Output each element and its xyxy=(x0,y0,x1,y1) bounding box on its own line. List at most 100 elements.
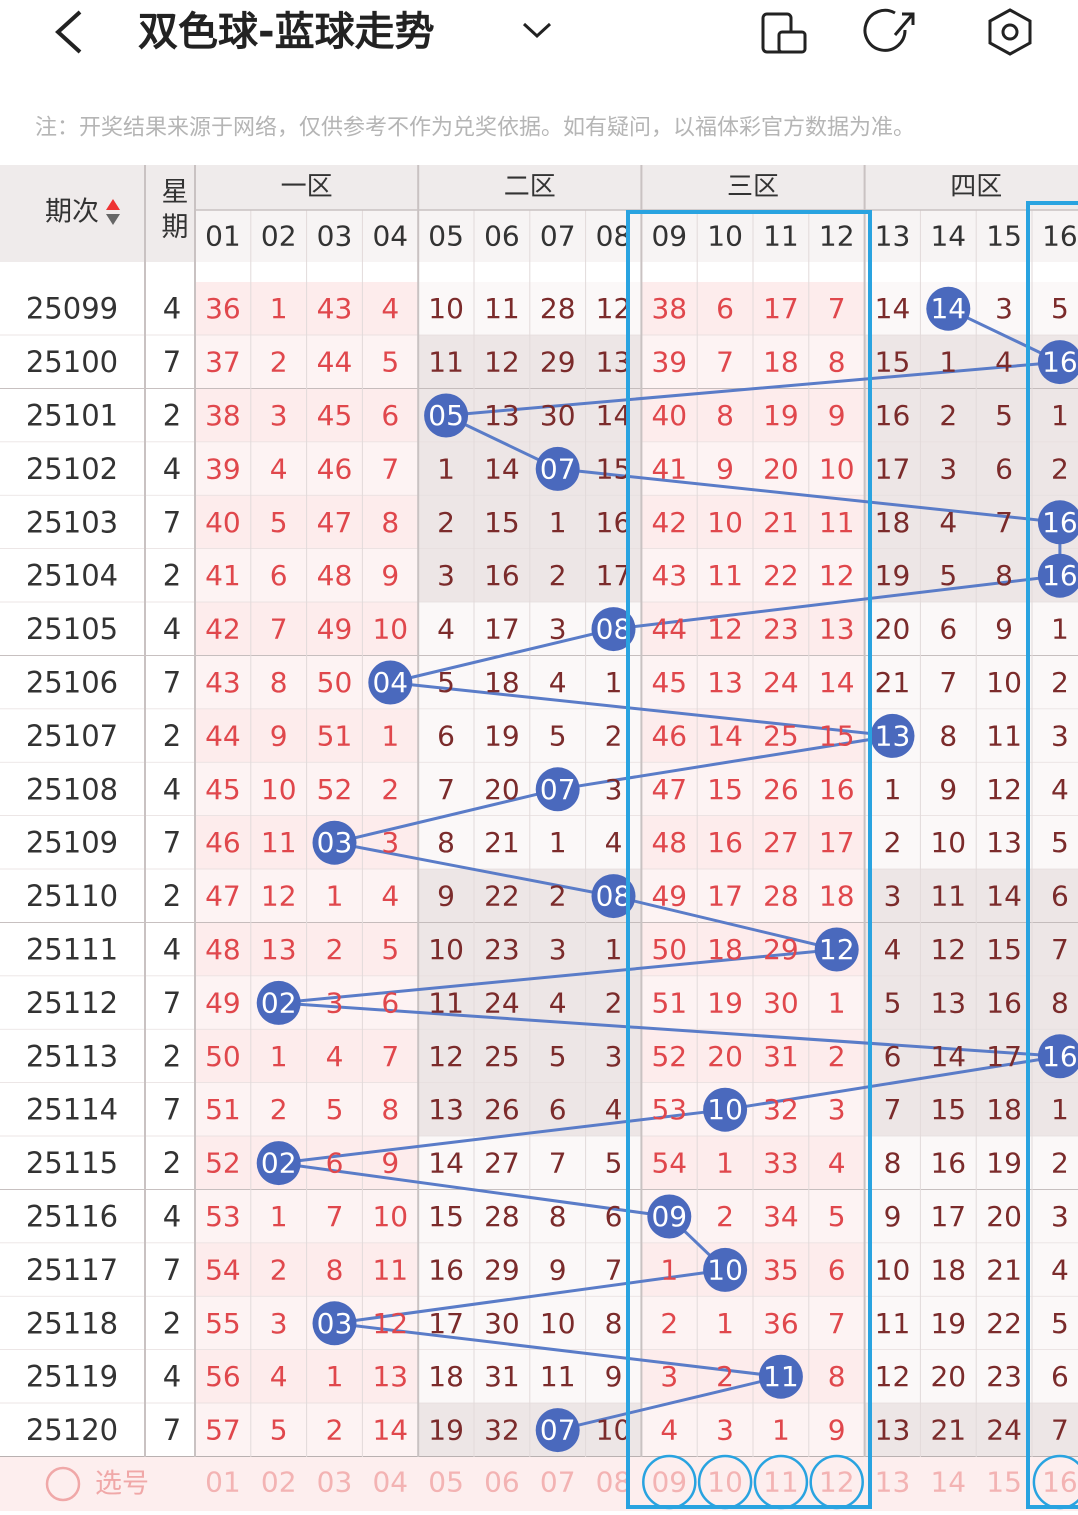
blue-ball xyxy=(926,286,971,331)
row-bg xyxy=(0,655,195,710)
omission: 52 xyxy=(205,1147,241,1180)
omission: 8 xyxy=(381,506,399,539)
back-button[interactable] xyxy=(55,10,82,54)
cell-bg xyxy=(195,1350,251,1404)
omission: 15 xyxy=(596,452,632,485)
omission: 6 xyxy=(549,1093,567,1126)
omission: 11 xyxy=(707,559,743,592)
cell-bg xyxy=(250,1189,307,1244)
omission: 10 xyxy=(428,292,464,325)
settings-icon[interactable] xyxy=(988,8,1032,56)
cell-bg xyxy=(697,922,753,977)
cell-bg xyxy=(362,1189,419,1244)
omission: 30 xyxy=(484,1307,520,1340)
cell-bg xyxy=(418,762,474,816)
omission: 19 xyxy=(986,1147,1022,1180)
issue: 25109 xyxy=(26,826,118,860)
cell-bg xyxy=(250,1083,307,1137)
omission: 45 xyxy=(205,773,241,806)
cell-bg xyxy=(306,602,363,656)
cell-bg xyxy=(976,816,1032,870)
omission: 4 xyxy=(1051,773,1069,806)
omission: 8 xyxy=(381,1093,399,1126)
omission: 18 xyxy=(428,1360,464,1393)
omission: 10 xyxy=(372,613,408,646)
omission: 4 xyxy=(381,292,399,325)
omission: 15 xyxy=(819,719,855,752)
cell-bg xyxy=(306,655,363,710)
omission: 11 xyxy=(819,506,855,539)
cell-bg xyxy=(418,282,474,336)
cell-bg xyxy=(195,1403,251,1457)
blue-ball xyxy=(256,1141,301,1186)
omission: 43 xyxy=(205,666,241,699)
cell-bg xyxy=(1032,282,1078,336)
omission: 2 xyxy=(1051,666,1069,699)
cell-bg xyxy=(585,1029,642,1083)
ball-number: 10 xyxy=(707,1093,743,1126)
blue-ball xyxy=(424,393,469,438)
cell-bg xyxy=(808,709,865,763)
issue: 25107 xyxy=(26,719,118,753)
omission: 3 xyxy=(270,1307,288,1340)
cell-bg xyxy=(808,1350,865,1404)
share-icon[interactable] xyxy=(863,8,915,52)
omission: 17 xyxy=(763,292,799,325)
select-number: 03 xyxy=(317,1466,353,1499)
cell-bg xyxy=(362,1350,419,1404)
cell-bg xyxy=(474,495,530,549)
omission: 13 xyxy=(819,613,855,646)
cell-bg xyxy=(585,549,642,603)
row-bg xyxy=(0,922,195,977)
cell-bg xyxy=(195,1083,251,1137)
cell-bg xyxy=(920,335,977,389)
dropdown[interactable] xyxy=(522,22,552,39)
omission: 12 xyxy=(261,880,297,913)
omission: 20 xyxy=(484,773,520,806)
select-number: 13 xyxy=(875,1466,911,1499)
omission: 16 xyxy=(596,506,632,539)
ball-number: 10 xyxy=(707,1253,743,1286)
cell-bg xyxy=(529,549,586,603)
omission: 8 xyxy=(605,1307,623,1340)
cell-bg xyxy=(808,816,865,870)
omission: 18 xyxy=(484,666,520,699)
ball-number: 11 xyxy=(763,1360,799,1393)
omission: 49 xyxy=(651,880,687,913)
cell-bg xyxy=(920,869,977,923)
omission: 12 xyxy=(484,346,520,379)
omission: 17 xyxy=(428,1307,464,1340)
omission: 6 xyxy=(326,1147,344,1180)
ball-number: 12 xyxy=(819,933,855,966)
cell-bg xyxy=(362,709,419,763)
omission: 3 xyxy=(437,559,455,592)
omission: 24 xyxy=(484,986,520,1019)
omission: 46 xyxy=(205,826,241,859)
row-bg xyxy=(0,388,195,443)
trend-lines xyxy=(278,307,1066,1432)
weekday: 7 xyxy=(163,1413,181,1447)
omission: 16 xyxy=(484,559,520,592)
cell-bg xyxy=(641,1029,698,1083)
cell-bg xyxy=(306,1403,363,1457)
cell-bg xyxy=(250,549,307,603)
weekday: 4 xyxy=(163,452,181,486)
omission: 11 xyxy=(372,1253,408,1286)
cell-bg xyxy=(529,709,586,763)
omission: 8 xyxy=(326,1253,344,1286)
cell-bg xyxy=(585,1296,642,1350)
omission: 9 xyxy=(381,559,399,592)
cell-bg xyxy=(976,388,1032,443)
row-bg xyxy=(0,282,195,336)
omission: 1 xyxy=(884,773,902,806)
cell-bg xyxy=(641,335,698,389)
cell-bg xyxy=(306,282,363,336)
omission: 36 xyxy=(763,1307,799,1340)
omission: 10 xyxy=(986,666,1022,699)
rotate-icon[interactable] xyxy=(761,12,807,54)
cell-bg xyxy=(864,655,921,710)
cell-bg xyxy=(697,1029,753,1083)
cell-bg xyxy=(250,1350,307,1404)
column-header: 08 xyxy=(596,220,632,253)
ball-number: 04 xyxy=(372,666,408,699)
